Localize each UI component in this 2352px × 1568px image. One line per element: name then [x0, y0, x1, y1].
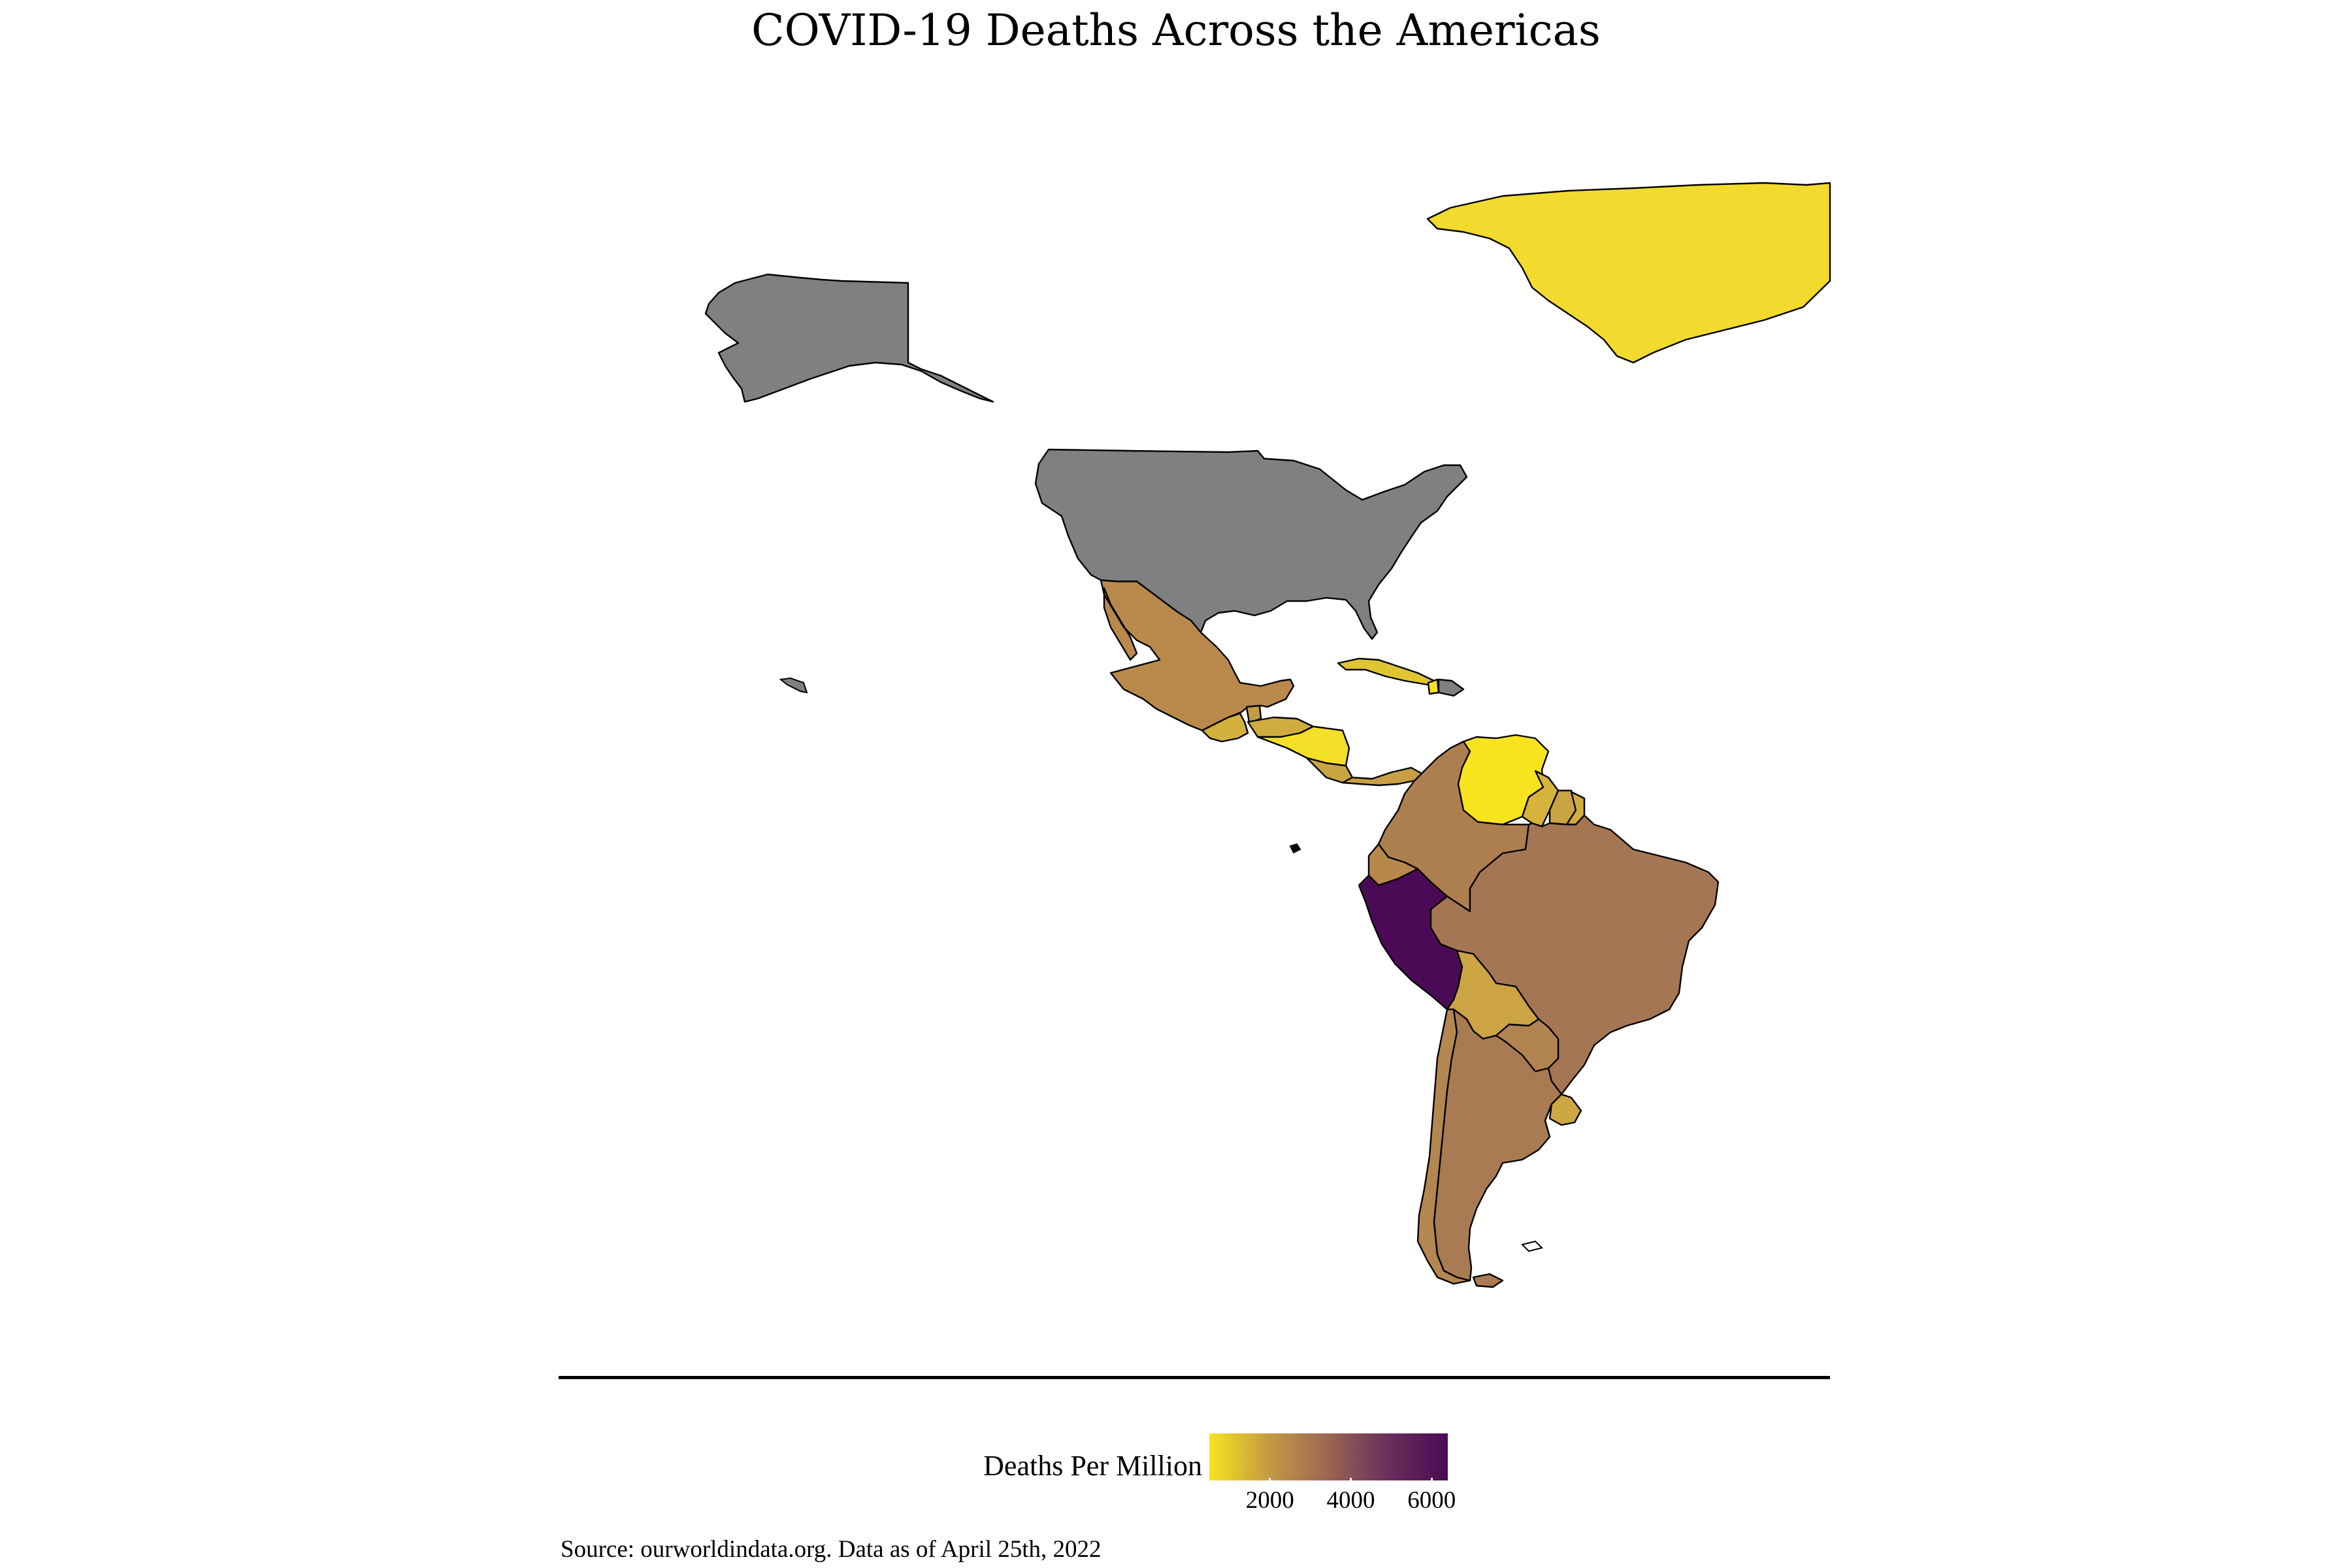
island-tierra-del-fuego — [1472, 1273, 1504, 1288]
country-alaska — [704, 273, 994, 403]
country-uruguay — [1548, 1093, 1582, 1126]
island-galapagos — [1289, 843, 1301, 854]
country-argentina — [1433, 1008, 1563, 1282]
legend-color-bar — [1209, 1433, 1448, 1480]
country-nicaragua — [1256, 725, 1350, 767]
country-dominican-republic — [1437, 678, 1465, 697]
country-united-states — [1034, 448, 1468, 640]
country-greenland — [1426, 182, 1831, 364]
legend-title: Deaths Per Million — [983, 1450, 1202, 1482]
country-cuba — [1337, 657, 1435, 686]
source-caption: Source: ourworldindata.org. Data as of A… — [561, 1536, 1102, 1563]
legend-tick-label: 6000 — [1407, 1487, 1456, 1514]
map-baseline — [559, 1376, 1830, 1379]
island-hawaii — [779, 677, 808, 694]
legend-tick-label: 4000 — [1326, 1487, 1375, 1514]
country-panama — [1341, 766, 1426, 787]
country-haiti — [1427, 678, 1440, 695]
legend-tick-label: 2000 — [1245, 1487, 1294, 1514]
country-belize — [1245, 704, 1262, 724]
map-title: COVID-19 Deaths Across the Americas — [751, 5, 1601, 56]
legend-tick — [1350, 1478, 1352, 1484]
island-falklands — [1521, 1240, 1543, 1252]
legend-tick — [1430, 1478, 1433, 1484]
country-mexico — [1100, 579, 1295, 732]
legend-tick — [1269, 1478, 1271, 1484]
country-guatemala — [1201, 712, 1249, 743]
